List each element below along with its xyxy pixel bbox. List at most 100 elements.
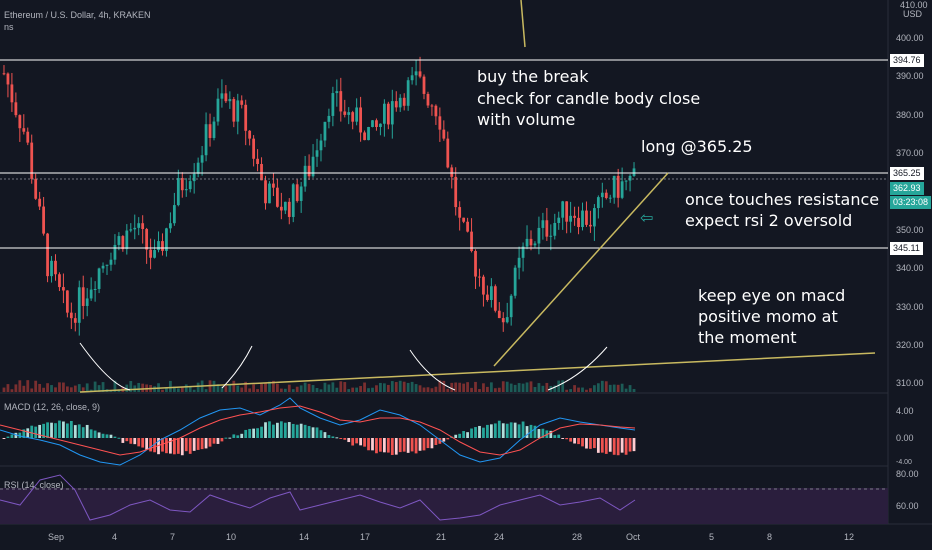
annotation-text[interactable]: expect rsi 2 oversold <box>685 211 853 230</box>
macd-bar <box>577 438 580 445</box>
volume-bar <box>482 383 485 392</box>
volume-bar <box>93 381 97 392</box>
candle-body <box>331 93 335 116</box>
volume-bar <box>462 383 466 392</box>
macd-bar <box>355 438 359 444</box>
annotation-text[interactable]: with volume <box>477 110 576 129</box>
symbol-subtitle: ns <box>4 22 14 32</box>
top-trendline[interactable] <box>520 0 526 48</box>
annotation-text[interactable]: once touches resistance <box>685 190 880 209</box>
volume-bar <box>616 384 620 392</box>
arrow-left-icon[interactable]: ⇦ <box>640 208 654 227</box>
candle-body <box>565 201 569 222</box>
volume-bar <box>260 383 263 392</box>
macd-bar <box>89 429 93 438</box>
volume-bar <box>299 385 303 392</box>
volume-bar <box>438 380 442 392</box>
rsi-tick: 80.00 <box>896 469 919 479</box>
candle-body <box>137 223 141 228</box>
volume-bar <box>65 386 69 392</box>
volume-bar <box>501 381 505 392</box>
macd-bar <box>581 438 584 447</box>
candle-body <box>65 290 69 313</box>
volume-bar <box>343 382 347 392</box>
macd-bar <box>50 422 53 438</box>
annotation-text[interactable]: buy the break <box>477 67 589 86</box>
rising-trendline[interactable] <box>493 172 669 367</box>
candle-body <box>458 207 462 218</box>
candle-body <box>482 276 485 295</box>
macd-bar <box>489 424 493 438</box>
volume-bar <box>10 389 14 392</box>
macd-bar <box>216 438 220 444</box>
volume-bar <box>311 385 315 392</box>
annotation-text[interactable]: the moment <box>698 328 797 347</box>
macd-bar <box>77 424 81 438</box>
rsi-title[interactable]: RSI (14, close) <box>4 480 64 490</box>
candle-body <box>569 215 573 222</box>
volume-bar <box>228 383 232 392</box>
candle-body <box>478 276 481 278</box>
base-trendline[interactable] <box>79 352 876 393</box>
macd-bar <box>248 428 252 438</box>
candle-body <box>141 223 145 230</box>
candle-body <box>386 103 390 125</box>
macd-bar <box>426 438 430 449</box>
candle-body <box>620 181 624 198</box>
macd-bar <box>220 438 224 442</box>
volume-bar <box>315 387 319 392</box>
candle-body <box>474 251 477 277</box>
candle-body <box>69 312 73 319</box>
macd-title[interactable]: MACD (12, 26, close, 9) <box>4 402 101 412</box>
annotation-text[interactable]: long @365.25 <box>641 137 753 156</box>
macd-bar <box>260 426 263 438</box>
macd-bar <box>422 438 426 451</box>
volume-bar <box>478 389 481 392</box>
volume-bar <box>77 384 81 392</box>
annotation-text[interactable]: positive momo at <box>698 307 838 326</box>
currency-label[interactable]: USD <box>903 9 923 19</box>
macd-bar <box>521 421 525 438</box>
candle-body <box>398 97 402 108</box>
volume-bar <box>69 387 73 392</box>
volume-bar <box>295 386 299 392</box>
volume-bar <box>410 381 414 392</box>
rsi-band <box>0 488 888 524</box>
arc-2 <box>221 345 253 389</box>
macd-bar <box>176 438 180 454</box>
volume-bar <box>422 387 426 392</box>
macd-bar <box>188 438 192 454</box>
candle-body <box>125 230 129 250</box>
candle-body <box>517 257 521 268</box>
candle-body <box>220 93 224 99</box>
volume-bar <box>323 382 327 392</box>
macd-bar <box>466 432 469 438</box>
macd-bar <box>141 438 145 448</box>
volume-bar <box>604 381 608 392</box>
annotation-text[interactable]: check for candle body close <box>477 89 701 108</box>
candle-body <box>93 288 97 290</box>
candle-body <box>402 97 406 106</box>
volume-bar <box>593 385 596 392</box>
price-tick: 340.00 <box>896 263 924 273</box>
symbol-title[interactable]: Ethereum / U.S. Dollar, 4h, KRAKEN <box>4 10 151 20</box>
macd-bar <box>276 422 279 438</box>
volume-bar <box>509 383 513 392</box>
price-tick: 320.00 <box>896 340 924 350</box>
macd-bar <box>379 438 382 452</box>
candle-body <box>236 100 240 122</box>
volume-bar <box>184 384 188 392</box>
volume-bar <box>489 382 493 392</box>
annotation-text[interactable]: keep eye on macd <box>698 286 846 305</box>
macd-bar <box>54 423 57 438</box>
volume-bar <box>137 382 141 392</box>
volume-bar <box>2 387 6 392</box>
volume-bar <box>220 386 224 392</box>
volume-bar <box>466 382 469 392</box>
macd-bar <box>339 438 343 439</box>
macd-bar <box>117 437 121 439</box>
volume-bar <box>81 387 85 392</box>
candle-body <box>121 236 125 250</box>
macd-bar <box>604 438 608 454</box>
